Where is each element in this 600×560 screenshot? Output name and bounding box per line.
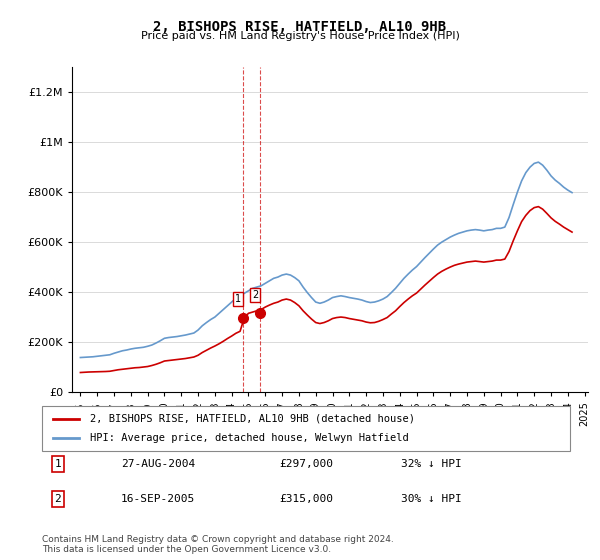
Text: £315,000: £315,000 xyxy=(280,494,334,504)
Text: 1: 1 xyxy=(235,294,241,304)
Text: Contains HM Land Registry data © Crown copyright and database right 2024.
This d: Contains HM Land Registry data © Crown c… xyxy=(42,535,394,554)
Text: 32% ↓ HPI: 32% ↓ HPI xyxy=(401,459,462,469)
Text: 2, BISHOPS RISE, HATFIELD, AL10 9HB: 2, BISHOPS RISE, HATFIELD, AL10 9HB xyxy=(154,20,446,34)
Text: HPI: Average price, detached house, Welwyn Hatfield: HPI: Average price, detached house, Welw… xyxy=(89,433,408,444)
Text: 16-SEP-2005: 16-SEP-2005 xyxy=(121,494,196,504)
FancyBboxPatch shape xyxy=(42,406,570,451)
Text: 1: 1 xyxy=(55,459,61,469)
Text: 30% ↓ HPI: 30% ↓ HPI xyxy=(401,494,462,504)
Text: £297,000: £297,000 xyxy=(280,459,334,469)
Text: 2, BISHOPS RISE, HATFIELD, AL10 9HB (detached house): 2, BISHOPS RISE, HATFIELD, AL10 9HB (det… xyxy=(89,413,415,423)
Text: 2: 2 xyxy=(252,290,259,300)
Text: Price paid vs. HM Land Registry's House Price Index (HPI): Price paid vs. HM Land Registry's House … xyxy=(140,31,460,41)
Text: 2: 2 xyxy=(55,494,61,504)
Text: 27-AUG-2004: 27-AUG-2004 xyxy=(121,459,196,469)
